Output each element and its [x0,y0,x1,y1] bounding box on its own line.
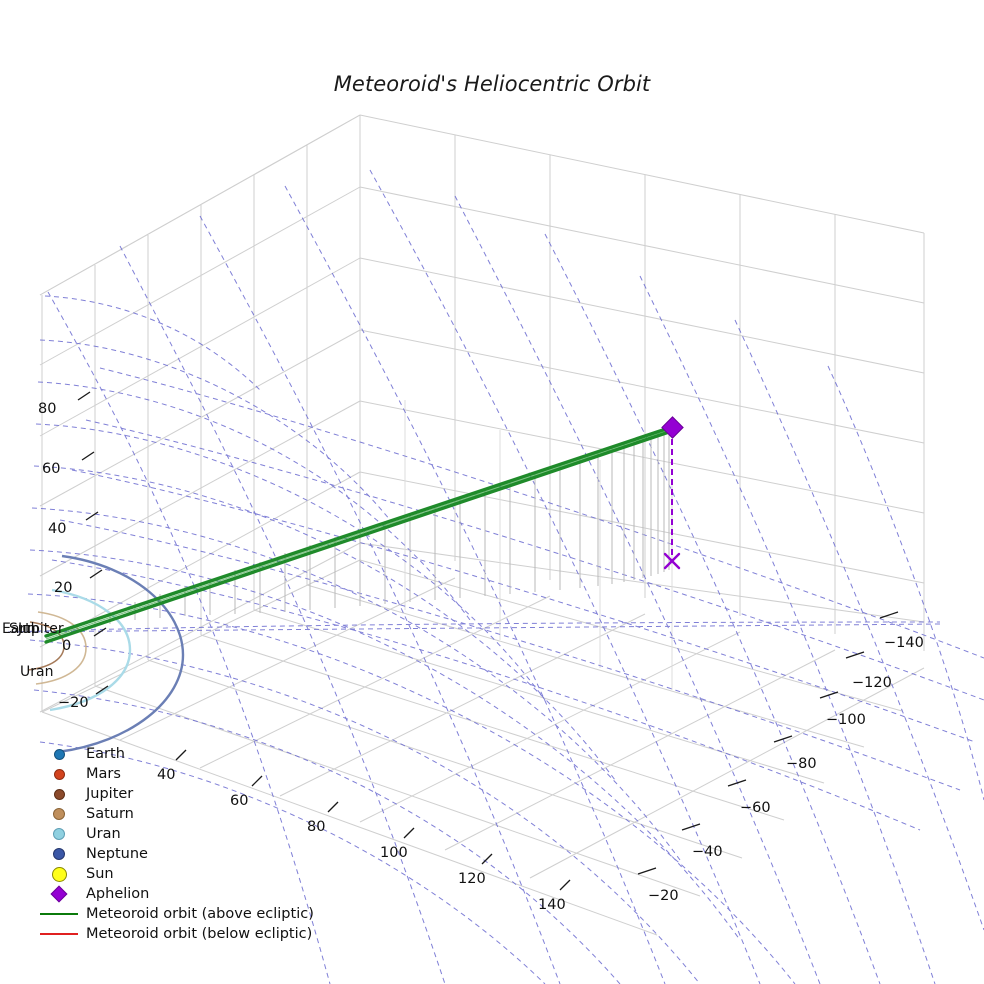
y-tick: −120 [852,675,892,691]
circle-marker-icon [36,844,82,864]
z-tick: 20 [54,580,73,596]
y-tick: −80 [786,756,817,772]
aphelion-projection-x-marker [663,552,681,570]
circle-marker-icon [36,824,82,844]
legend-label: Neptune [86,846,148,862]
legend-label: Mars [86,766,121,782]
y-tick: −20 [648,888,679,904]
scene-label-uran: Uran [20,664,54,680]
legend-item-aphelion[interactable]: Aphelion [36,884,296,904]
legend-item-neptune[interactable]: Neptune [36,844,296,864]
x-tick: 40 [157,767,176,783]
x-tick: 120 [458,871,486,887]
y-tick: −60 [740,800,771,816]
legend-label: Earth [86,746,125,762]
orbit-neptune [57,554,185,754]
axis-ticks [77,391,899,891]
scene-label-earth: Earth [2,621,40,637]
circle-marker-icon [36,784,82,804]
legend-item-saturn[interactable]: Saturn [36,804,296,824]
x-tick: 140 [538,897,566,913]
legend-label: Aphelion [86,886,150,902]
legend-label: Sun [86,866,114,882]
polar-dashed-grid [7,169,984,984]
legend-label: Uran [86,826,121,842]
legend-label: Jupiter [86,786,134,802]
legend-label: Meteoroid orbit (above ecliptic) [86,906,314,922]
z-tick: −20 [58,695,89,711]
scene-label-sun: Sun [9,621,36,637]
legend-label: Saturn [86,806,134,822]
diamond-marker-icon [36,884,82,904]
orbit-jupiter [27,621,65,671]
legend-item-jupiter[interactable]: Jupiter [36,784,296,804]
legend-item-orbit-below[interactable]: Meteoroid orbit (below ecliptic) [36,924,312,944]
legend-item-orbit-above[interactable]: Meteoroid orbit (above ecliptic) [36,904,314,924]
line-swatch-icon [36,924,82,944]
y-tick: −100 [826,712,866,728]
legend-item-mars[interactable]: Mars [36,764,296,784]
y-tick: −140 [884,635,924,651]
chart-title: Meteoroid's Heliocentric Orbit [333,72,651,96]
circle-marker-icon [36,864,82,884]
legend-item-uran[interactable]: Uran [36,824,296,844]
cartesian-grid-gray [39,114,925,936]
aphelion-marker [661,416,684,439]
z-tick: 80 [38,401,57,417]
legend: Earth Mars Jupiter Saturn Uran [36,744,314,944]
z-tick: 60 [42,461,61,477]
circle-marker-icon [36,764,82,784]
x-tick: 80 [307,819,326,835]
z-tick: 0 [62,638,72,654]
legend-item-sun[interactable]: Sun [36,864,296,884]
line-swatch-icon [36,904,82,924]
legend-label: Meteoroid orbit (below ecliptic) [86,926,313,942]
meteoroid-orbit-above-ecliptic [44,425,674,644]
x-tick: 60 [230,793,249,809]
grid-wall-right [359,114,925,651]
circle-marker-icon [36,744,82,764]
scene-label-jupiter: Jupiter [18,621,64,637]
x-tick: 100 [380,845,408,861]
orbit-uran [49,588,132,712]
circle-marker-icon [36,804,82,824]
z-tick: 40 [48,521,67,537]
y-tick: −40 [692,844,723,860]
legend-item-earth[interactable]: Earth [36,744,296,764]
planet-orbit-arcs [27,554,185,754]
orbit-saturn [35,611,87,685]
